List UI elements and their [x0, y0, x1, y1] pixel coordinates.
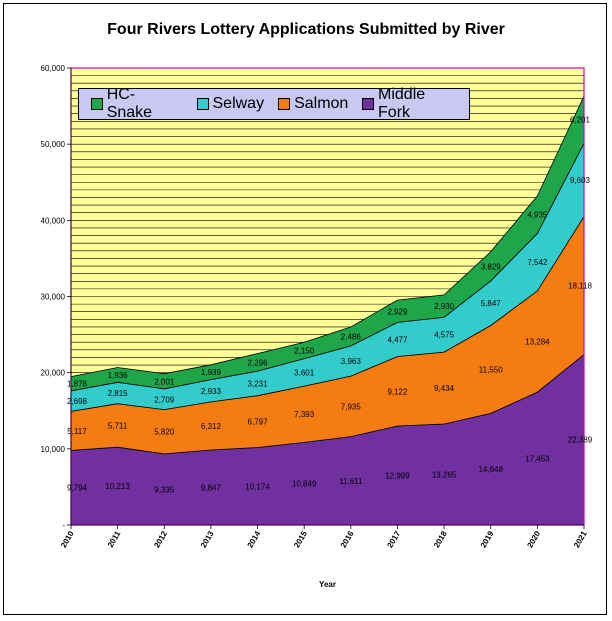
data-label: 10,849 [292, 480, 317, 489]
data-label: 22,389 [568, 436, 593, 445]
chart-legend: HC- Snake Selway Salmon Middle Fork [78, 86, 470, 122]
data-label: 11,550 [479, 365, 503, 374]
legend-label: HC- Snake [106, 86, 153, 121]
x-tick-label: 2012 [152, 529, 169, 549]
legend-item: Salmon [278, 95, 348, 113]
data-label: 10,213 [105, 482, 130, 491]
x-tick-label: 2011 [106, 529, 123, 549]
data-label: 2,486 [341, 332, 362, 341]
data-label: 13,284 [525, 337, 550, 346]
legend-label: Salmon [294, 95, 349, 112]
data-label: 3,601 [294, 368, 315, 377]
legend-swatch [196, 98, 209, 110]
data-label: 2,929 [387, 307, 408, 316]
legend-item: Selway [196, 95, 265, 113]
data-label: 4,935 [527, 211, 548, 220]
data-label: 2,709 [154, 395, 175, 404]
legend-item: HC- Snake [91, 86, 183, 122]
y-tick-label: 20,000 [41, 369, 66, 378]
x-tick-label: 2015 [292, 529, 309, 549]
data-label: 6,312 [201, 422, 222, 431]
data-label: 2,698 [67, 397, 88, 406]
data-label: 9,603 [570, 176, 591, 185]
data-label: 2,930 [434, 302, 455, 311]
x-axis-title: Year [319, 580, 336, 589]
x-tick-label: 2010 [59, 529, 76, 549]
data-label: 17,453 [525, 455, 550, 464]
data-label: 5,847 [481, 299, 502, 308]
data-label: 5,711 [108, 421, 128, 430]
data-label: 6,201 [570, 116, 591, 125]
data-label: 11,611 [339, 477, 363, 486]
data-label: 5,820 [154, 428, 175, 437]
data-label: 7,542 [527, 258, 548, 267]
data-label: 18,118 [568, 281, 592, 290]
legend-label: Selway [212, 95, 265, 112]
data-label: 2,815 [108, 389, 129, 398]
x-tick-label: 2021 [572, 529, 589, 549]
data-label: 2,150 [294, 346, 315, 355]
x-tick-label: 2014 [246, 529, 263, 549]
chart-title: Four Rivers Lottery Applications Submitt… [107, 21, 505, 38]
data-label: 13,265 [432, 470, 457, 479]
data-label: 9,335 [154, 485, 175, 494]
x-tick-label: 2016 [339, 529, 356, 549]
data-label: 2,933 [201, 387, 222, 396]
data-label: 3,963 [341, 357, 362, 366]
data-label: 5,117 [67, 427, 87, 436]
x-tick-label: 2017 [385, 529, 402, 549]
data-label: 7,935 [341, 402, 362, 411]
data-label: 4,575 [434, 331, 455, 340]
data-label: 10,174 [245, 482, 270, 491]
data-label: 9,794 [67, 484, 88, 493]
data-label: 7,393 [294, 410, 315, 419]
y-tick-label: 60,000 [41, 64, 66, 73]
y-tick-label: - [62, 521, 65, 530]
data-label: 14,648 [478, 465, 503, 474]
y-tick-label: 50,000 [41, 140, 66, 149]
legend-item: Middle Fork [362, 86, 459, 122]
data-label: 2,001 [154, 377, 175, 386]
legend-swatch [91, 98, 103, 110]
legend-swatch [362, 98, 375, 110]
data-label: 9,847 [201, 483, 222, 492]
data-label: 1,939 [201, 368, 222, 377]
data-label: 1,878 [67, 380, 88, 389]
data-label: 12,999 [385, 471, 410, 480]
data-label: 6,797 [248, 418, 269, 427]
x-tick-label: 2018 [432, 529, 449, 549]
data-label: 3,231 [248, 379, 269, 388]
x-tick-label: 2013 [199, 529, 216, 549]
data-label: 4,477 [387, 335, 408, 344]
legend-label: Middle Fork [378, 86, 426, 121]
y-tick-label: 40,000 [41, 216, 66, 225]
x-tick-label: 2020 [525, 529, 542, 549]
data-label: 3,829 [481, 262, 502, 271]
legend-swatch [278, 98, 291, 110]
data-label: 2,296 [248, 358, 269, 367]
x-tick-label: 2019 [479, 529, 496, 549]
data-label: 1,936 [108, 371, 129, 380]
data-label: 9,122 [387, 387, 408, 396]
y-tick-label: 30,000 [41, 293, 66, 302]
data-label: 9,434 [434, 384, 455, 393]
y-tick-label: 10,000 [41, 445, 66, 454]
